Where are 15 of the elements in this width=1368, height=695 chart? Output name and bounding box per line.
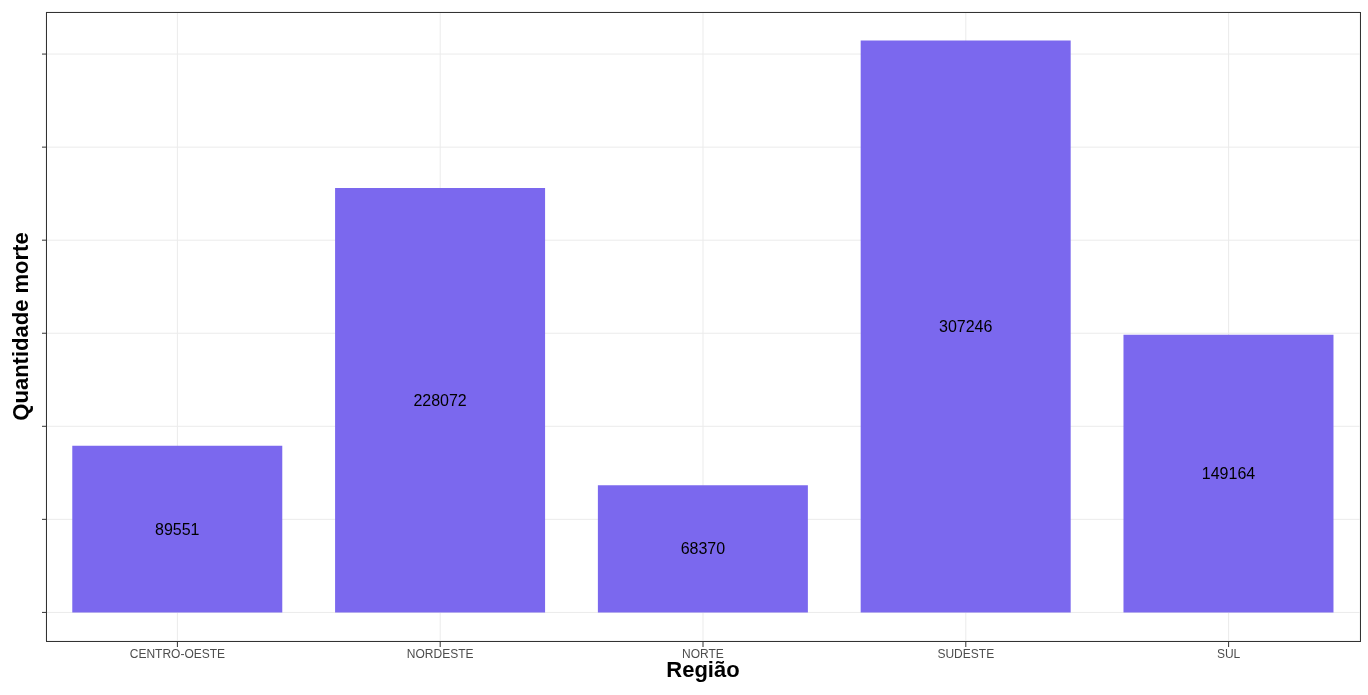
data-label: 307246 (938, 318, 993, 336)
x-tick-label: SUDESTE (937, 646, 995, 661)
bar (597, 485, 808, 613)
bar (860, 40, 1071, 613)
x-tick-label: CENTRO-OESTE (129, 646, 226, 661)
bar (72, 445, 283, 613)
x-tick-label: NORDESTE (406, 646, 474, 661)
bar (335, 187, 546, 613)
data-label: 228072 (413, 391, 467, 409)
y-axis-title: Quantidade morte (7, 232, 33, 421)
x-tick-label: SUL (1216, 646, 1241, 661)
data-label: 149164 (1201, 465, 1256, 483)
bar (1123, 334, 1334, 613)
data-label: 89551 (155, 520, 200, 538)
data-label: 68370 (680, 540, 726, 558)
